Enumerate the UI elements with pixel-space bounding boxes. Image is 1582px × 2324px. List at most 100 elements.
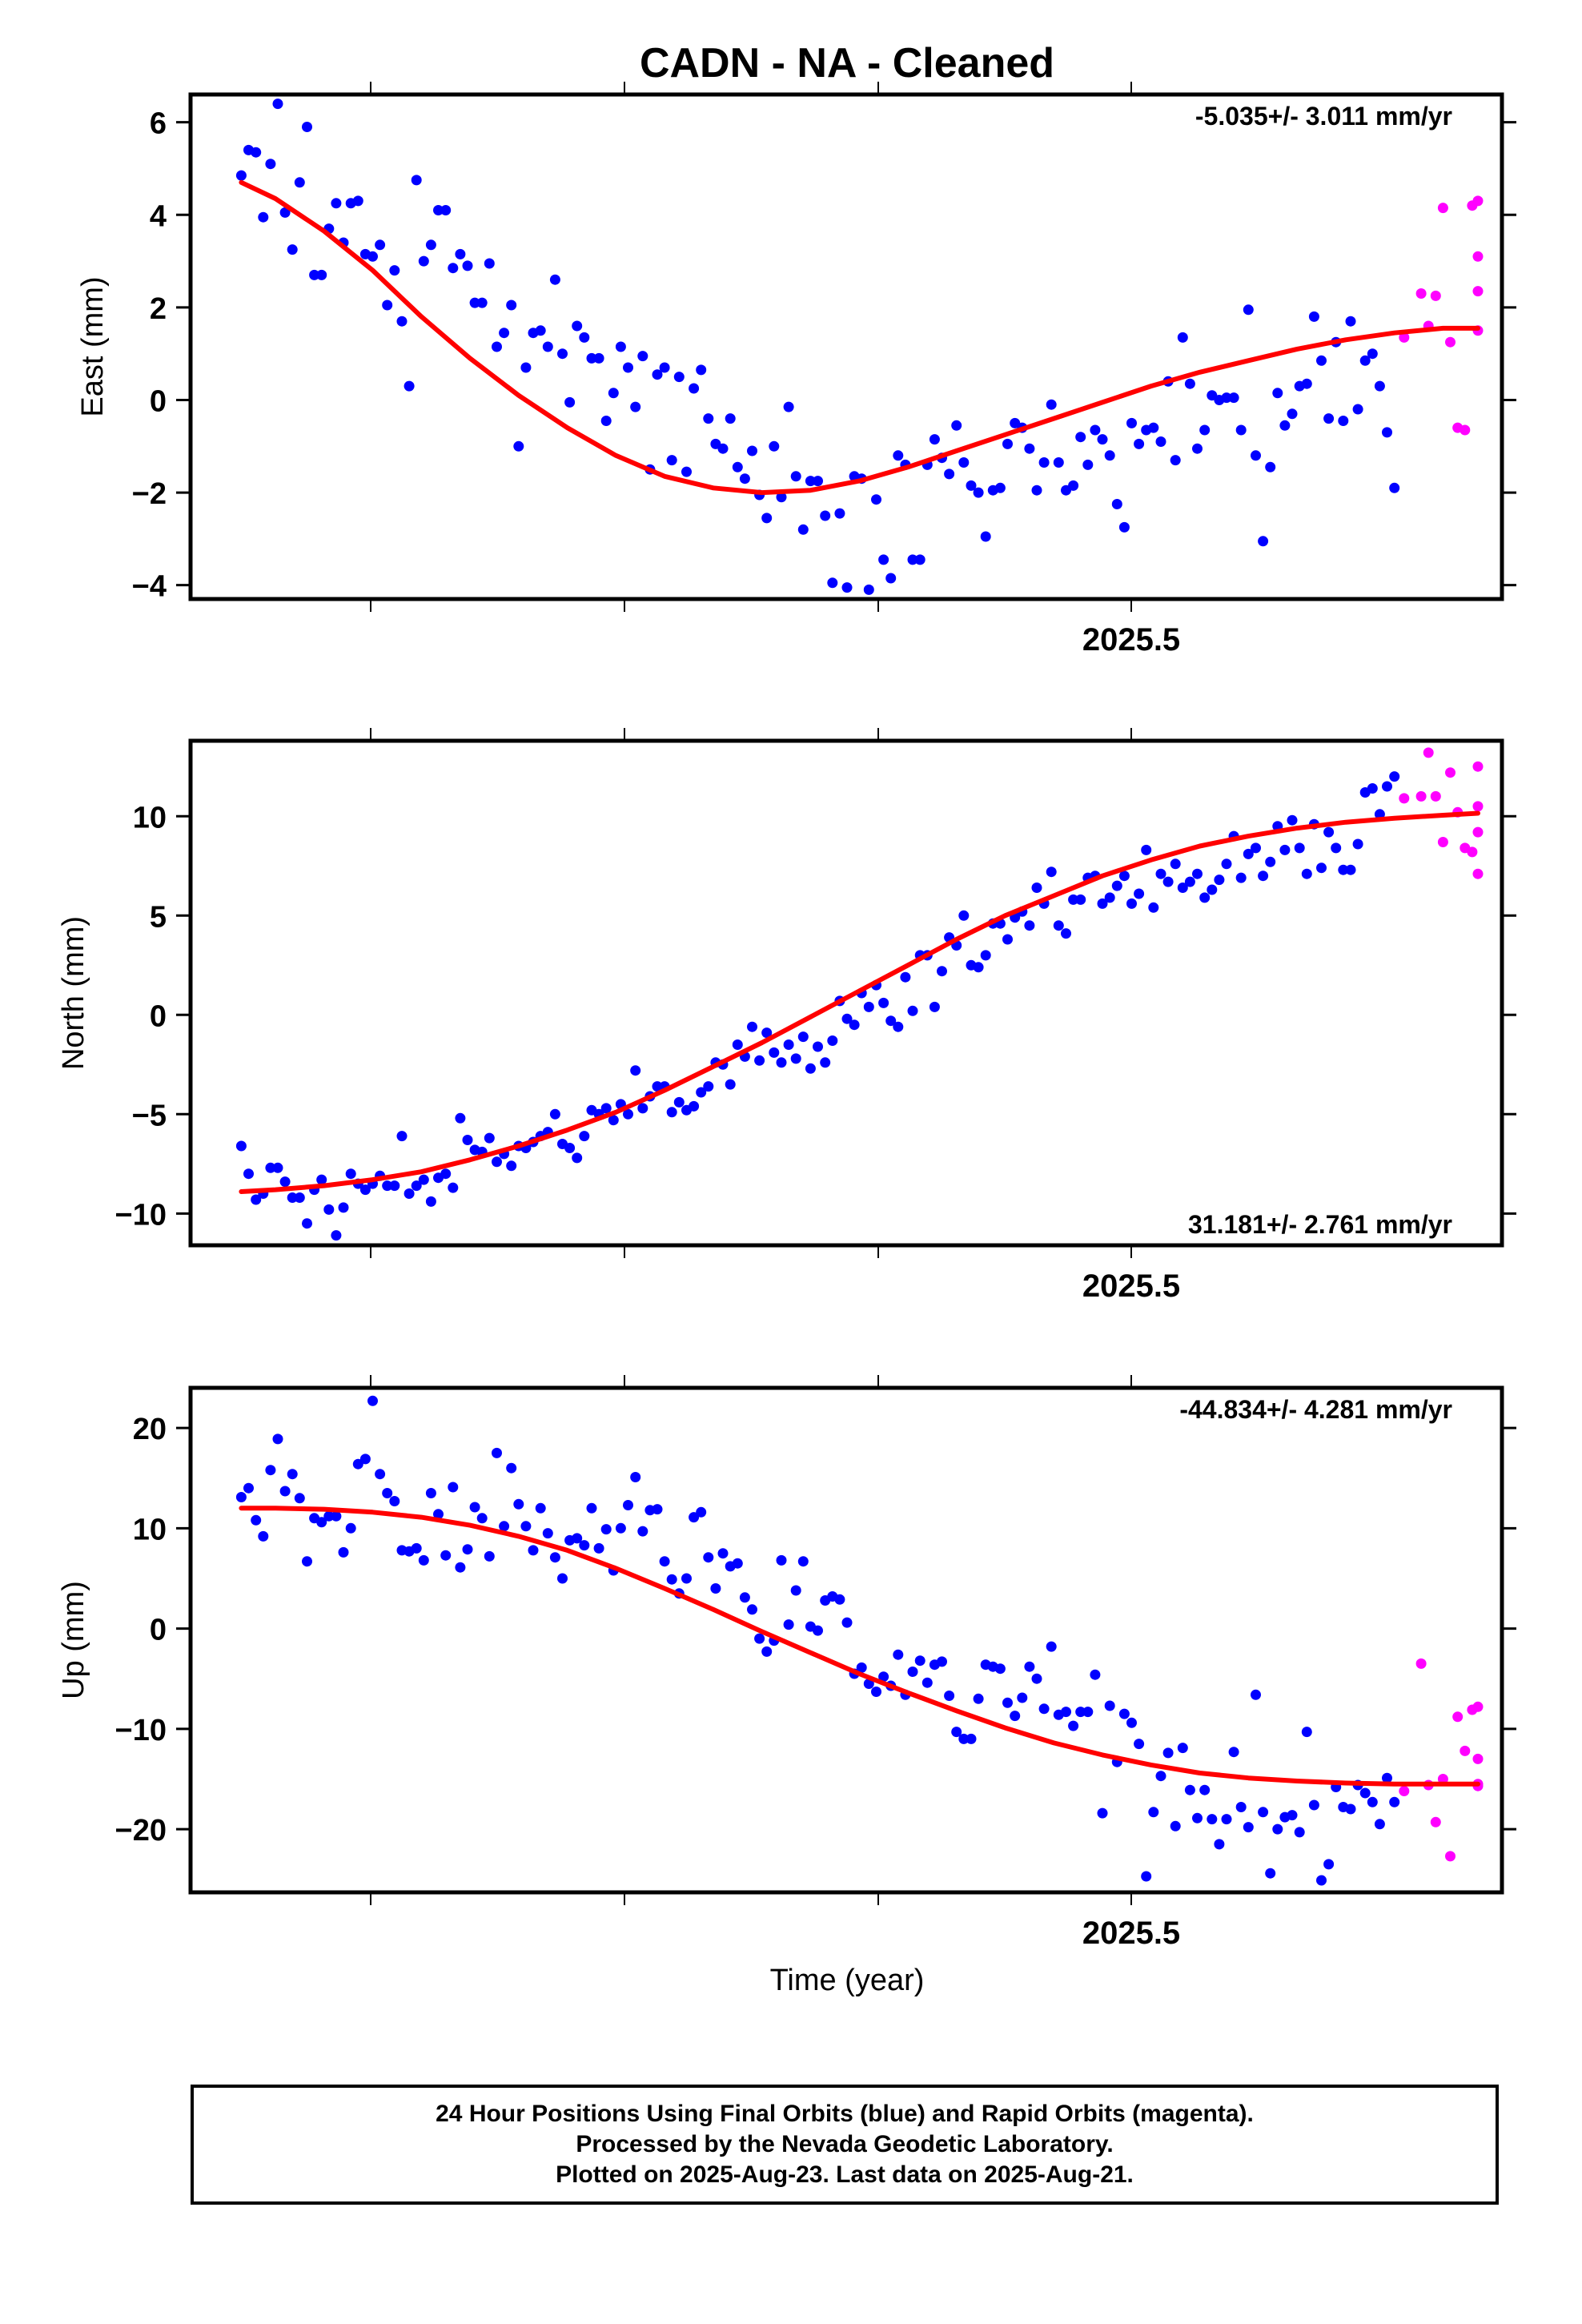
east-final-point — [739, 473, 750, 485]
east-final-point — [703, 413, 714, 424]
east-final-point — [586, 352, 597, 364]
up-final-point — [921, 1677, 933, 1688]
north-final-point — [396, 1131, 408, 1142]
up-final-point — [323, 1510, 335, 1522]
east-final-point — [506, 300, 517, 311]
north-rapid-point — [1472, 761, 1484, 772]
up-final-point — [1162, 1747, 1174, 1759]
up-final-point — [535, 1502, 546, 1514]
north-final-point — [1148, 902, 1159, 913]
north-final-point — [272, 1162, 283, 1173]
east-final-point — [696, 364, 707, 376]
north-final-point — [418, 1174, 429, 1185]
east-final-point — [1053, 457, 1064, 468]
north-final-point — [600, 1103, 612, 1114]
up-final-point — [1359, 1787, 1371, 1799]
up-panel: −20 −10 0 10 20 2025.5 Up (mm) -44.834+/- 4.281… — [57, 1375, 1516, 1951]
up-final-point — [1002, 1697, 1013, 1708]
up-final-point — [425, 1488, 436, 1498]
east-final-point — [309, 269, 320, 280]
east-final-point — [958, 457, 970, 468]
up-final-point — [1382, 1772, 1392, 1783]
north-final-point — [579, 1131, 590, 1142]
north-final-point — [754, 1055, 765, 1066]
up-final-point — [235, 1492, 247, 1502]
north-panel: −10 −5 0 5 10 2025.5 North (mm) 31.181+/- 2.761… — [57, 728, 1516, 1304]
up-final-point — [1287, 1810, 1298, 1821]
up-final-point — [834, 1594, 845, 1605]
east-final-point — [813, 476, 823, 487]
east-final-point — [805, 476, 816, 487]
east-final-point — [994, 482, 1006, 493]
east-final-point — [235, 170, 247, 181]
east-final-point — [797, 524, 809, 535]
north-final-point — [1331, 842, 1342, 854]
north-final-point — [1243, 848, 1254, 859]
east-final-point — [251, 147, 262, 158]
east-ytick-label: 4 — [150, 199, 167, 233]
east-final-point — [1031, 485, 1042, 496]
up-final-point — [1221, 1814, 1232, 1825]
east-final-point — [615, 341, 626, 352]
east-final-point — [1192, 443, 1203, 454]
up-final-point — [1075, 1707, 1086, 1718]
north-final-point — [652, 1081, 663, 1092]
up-final-point — [572, 1533, 583, 1544]
up-final-point — [1316, 1875, 1327, 1886]
up-final-point — [1046, 1641, 1057, 1652]
north-final-point — [1287, 814, 1298, 826]
up-final-point — [878, 1671, 889, 1683]
east-final-point — [600, 416, 612, 426]
up-final-point — [506, 1462, 517, 1474]
east-final-point — [893, 450, 904, 461]
figure-title: CADN - NA - Cleaned — [640, 40, 1054, 86]
north-rate-label: 31.181+/- 2.761 mm/yr — [1188, 1210, 1452, 1239]
up-final-point — [1061, 1707, 1071, 1718]
north-ytick-label: −5 — [132, 1099, 167, 1132]
up-final-point — [696, 1506, 707, 1518]
up-final-point — [966, 1733, 977, 1744]
east-model-curve — [239, 179, 1480, 496]
up-final-point — [1155, 1771, 1166, 1782]
up-final-point — [418, 1554, 429, 1566]
north-final-point — [506, 1160, 517, 1172]
east-final-point — [1097, 434, 1108, 445]
up-final-point — [783, 1619, 794, 1630]
east-final-point — [1389, 482, 1400, 493]
north-rapid-point — [1423, 747, 1434, 758]
north-final-point — [1251, 842, 1261, 854]
up-final-point — [382, 1488, 393, 1498]
up-final-point — [813, 1625, 823, 1636]
up-final-point — [600, 1524, 612, 1535]
up-rapid-point — [1472, 1701, 1484, 1712]
up-final-point — [375, 1469, 386, 1480]
up-final-point — [1031, 1673, 1042, 1684]
east-final-point — [966, 480, 977, 491]
north-final-point — [937, 966, 947, 977]
up-final-point — [359, 1454, 371, 1465]
footer-box: 24 Hour Positions Using Final Orbits (bl… — [191, 2085, 1499, 2205]
east-final-point — [389, 265, 400, 276]
up-final-point — [951, 1727, 962, 1738]
east-final-point — [404, 380, 415, 392]
up-final-point — [1308, 1799, 1319, 1811]
east-final-point — [520, 362, 532, 373]
north-final-point — [1075, 894, 1086, 905]
north-final-point — [1235, 872, 1247, 883]
east-final-point — [382, 300, 393, 311]
up-final-point — [1294, 1827, 1305, 1838]
north-final-point — [411, 1180, 422, 1192]
north-final-point — [1345, 864, 1356, 875]
east-final-point — [396, 316, 408, 327]
north-final-point — [462, 1135, 473, 1145]
up-final-point — [1228, 1747, 1239, 1758]
up-ytick-label: −20 — [115, 1814, 167, 1848]
up-final-point — [433, 1509, 444, 1520]
north-final-point — [900, 971, 911, 983]
north-rapid-point — [1430, 790, 1441, 802]
east-final-point — [265, 159, 276, 170]
north-final-point — [1046, 866, 1057, 878]
up-final-point — [973, 1693, 984, 1704]
north-final-point — [820, 1057, 831, 1068]
east-data-layer — [235, 99, 1484, 595]
